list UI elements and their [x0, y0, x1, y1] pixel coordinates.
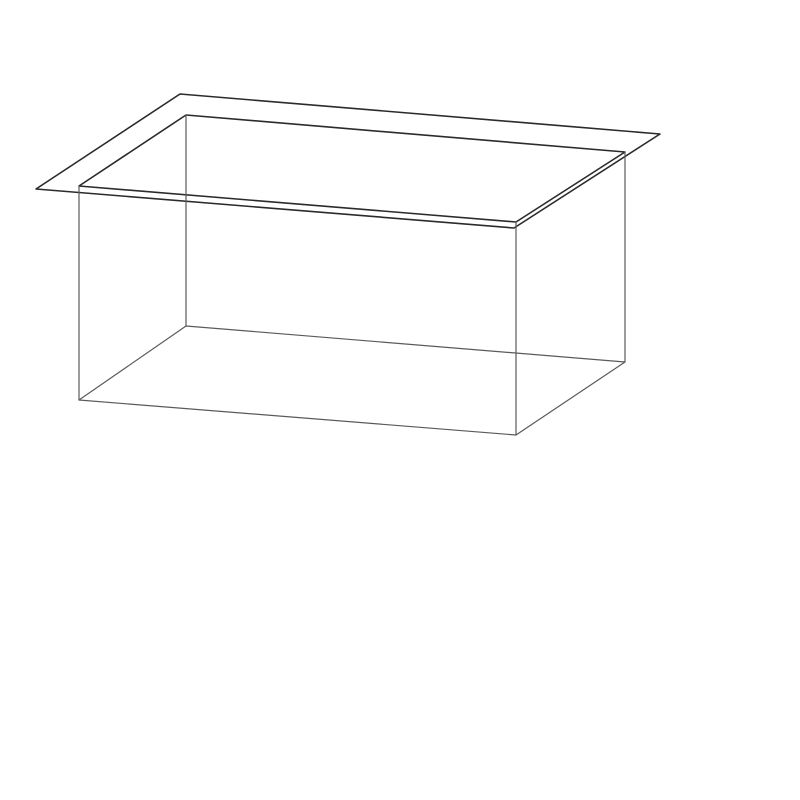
object-wireframe [36, 94, 660, 435]
